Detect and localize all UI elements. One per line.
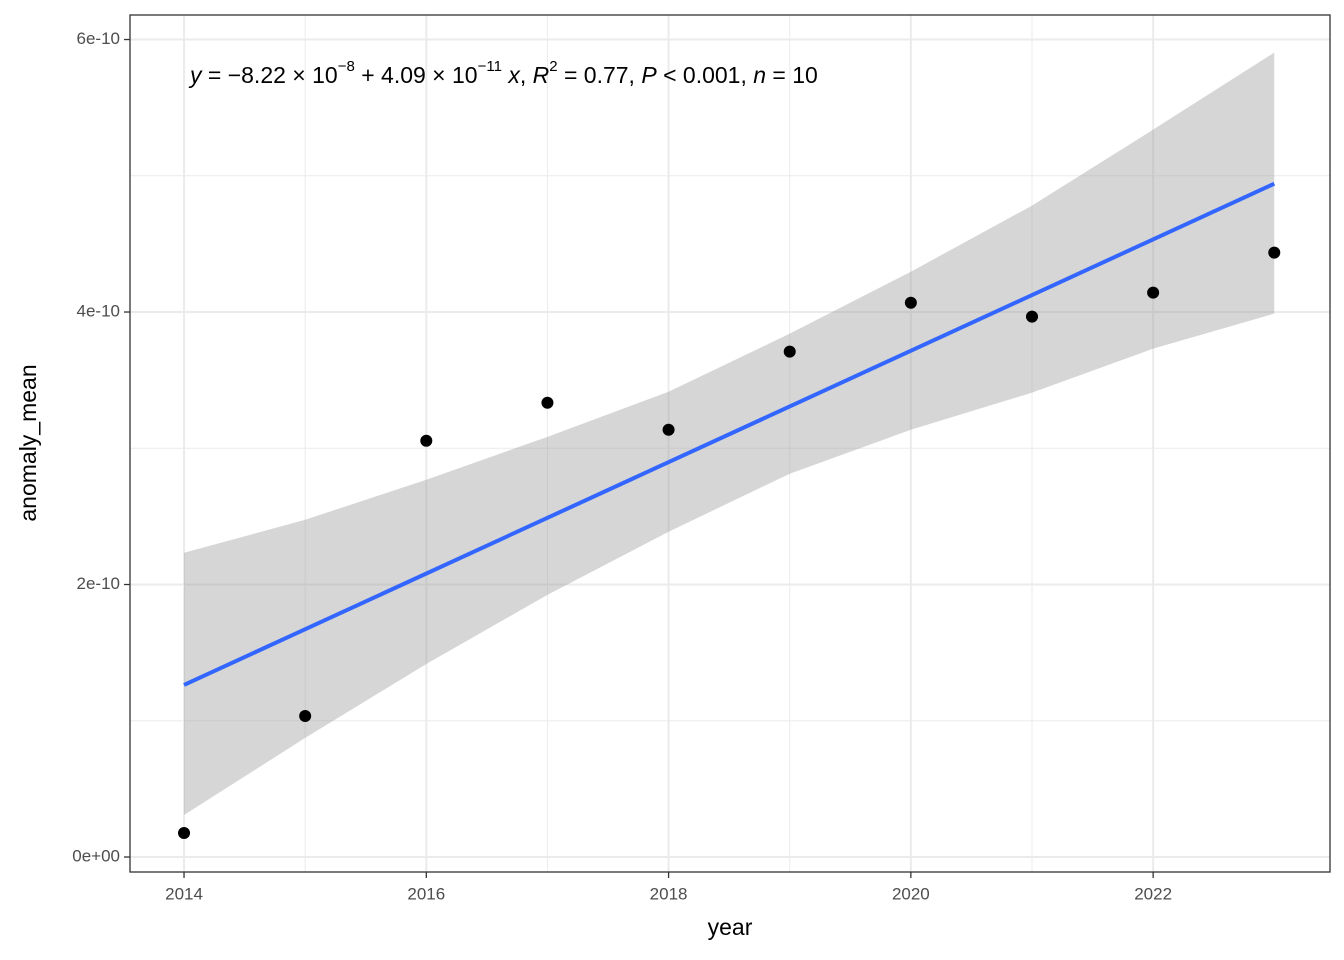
marks [178,52,1281,840]
point [1268,246,1281,259]
y-axis-title: anomaly_mean [15,364,41,521]
point [420,434,433,447]
annotation-part: + 4.09 × 10 [355,62,478,88]
point [178,827,191,840]
x-axis-title: year [708,914,753,940]
y-tick-label: 4e-10 [77,302,120,321]
fit-line [183,181,1276,687]
annotation-part: −11 [478,58,502,75]
annotation: y = −8.22 × 10−8 + 4.09 × 10−11 x, R2 = … [188,58,818,88]
y-tick-label: 0e+00 [72,846,120,865]
annotation-part: = 0.77, [558,62,642,88]
point [783,345,796,358]
point [904,296,917,309]
point [1147,286,1160,299]
annotation-part: P [641,62,657,88]
y-tick-label: 2e-10 [77,574,120,593]
point [1025,310,1038,323]
point [541,396,554,409]
point [662,423,675,436]
x-tick-label: 2020 [892,884,930,903]
x-tick-label: 2014 [165,884,203,903]
annotation-part: 2 [549,58,557,75]
annotation-part: y [188,62,203,88]
annotation-part: −8 [338,58,355,75]
y-tick-label: 6e-10 [77,29,120,48]
annotation-part: < 0.001, [657,62,754,88]
annotation-part: = 10 [766,62,818,88]
x-tick-label: 2022 [1134,884,1172,903]
annotation-part: , [520,62,533,88]
panel-border [129,14,1331,873]
point [299,709,312,722]
annotation-part: x [502,62,521,88]
annotation-part: = −8.22 × 10 [202,62,338,88]
x-tick-label: 2018 [650,884,688,903]
annotation-part: n [753,62,766,88]
annotation-part: R [533,62,550,88]
x-tick-label: 2016 [407,884,445,903]
